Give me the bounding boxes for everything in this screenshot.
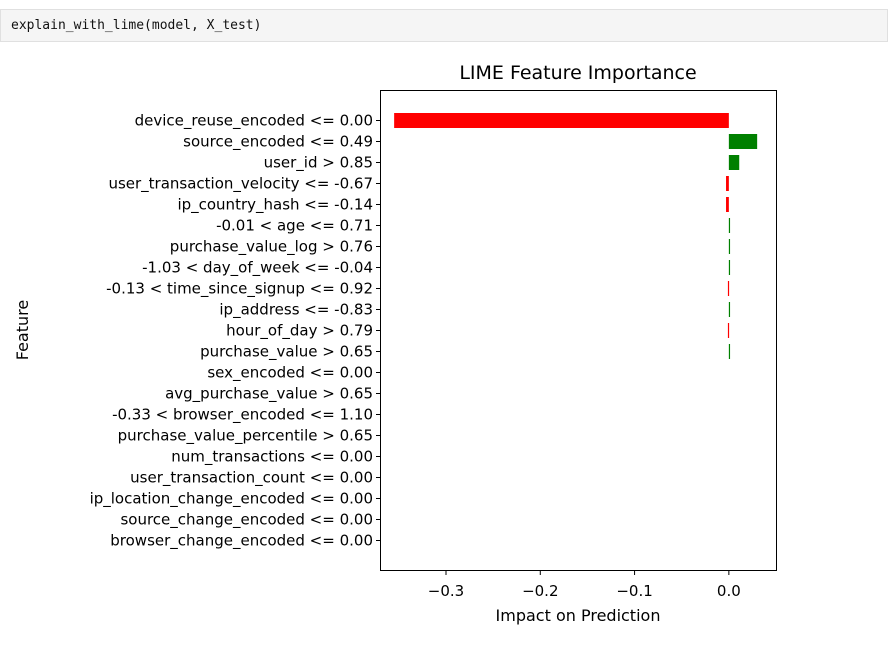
- y-tick-label: -1.03 < day_of_week <= -0.04: [142, 259, 373, 278]
- y-tick-label: ip_country_hash <= -0.14: [177, 196, 373, 215]
- chart-title: LIME Feature Importance: [459, 62, 696, 84]
- bar: [728, 302, 731, 317]
- plot-frame: [380, 90, 777, 571]
- y-tick-label: purchase_value > 0.65: [200, 343, 373, 362]
- y-tick-label: user_transaction_velocity <= -0.67: [108, 175, 373, 194]
- bar: [726, 197, 729, 212]
- y-tick-label: ip_address <= -0.83: [219, 301, 373, 320]
- bar: [726, 176, 729, 191]
- y-tick-label: num_transactions <= 0.00: [171, 448, 373, 467]
- y-tick-label: user_id > 0.85: [264, 154, 373, 173]
- y-tick-label: purchase_value_percentile > 0.65: [118, 427, 373, 446]
- lime-chart: LIME Feature Importance device_reuse_enc…: [13, 62, 777, 625]
- bar: [394, 113, 729, 128]
- y-tick-label: -0.33 < browser_encoded <= 1.10: [112, 406, 373, 425]
- bar: [728, 134, 758, 149]
- bar: [728, 260, 731, 275]
- bar: [728, 239, 731, 254]
- bar: [728, 218, 731, 233]
- code-cell-source[interactable]: explain_with_lime(model, X_test): [11, 18, 262, 33]
- y-tick-label: sex_encoded <= 0.00: [207, 364, 373, 383]
- x-ticks: −0.3 −0.2 −0.1 0.0: [428, 571, 741, 600]
- x-tick-label: −0.1: [616, 582, 652, 600]
- bar: [727, 323, 730, 338]
- y-tick-label: ip_location_change_encoded <= 0.00: [90, 490, 373, 509]
- y-tick-labels: device_reuse_encoded <= 0.00 source_encod…: [90, 112, 380, 551]
- y-tick-label: -0.01 < age <= 0.71: [216, 217, 373, 235]
- bar: [728, 344, 731, 359]
- code-cell[interactable]: explain_with_lime(model, X_test): [0, 9, 888, 42]
- y-tick-label: browser_change_encoded <= 0.00: [110, 532, 373, 551]
- y-tick-label: source_encoded <= 0.49: [183, 133, 373, 152]
- y-axis-label: Feature: [13, 300, 32, 360]
- bar: [727, 281, 730, 296]
- y-tick-label: source_change_encoded <= 0.00: [120, 511, 373, 530]
- y-tick-label: -0.13 < time_since_signup <= 0.92: [106, 280, 373, 299]
- y-tick-label: hour_of_day > 0.79: [226, 322, 373, 341]
- y-tick-label: avg_purchase_value > 0.65: [165, 385, 373, 404]
- cell-output: LIME Feature Importance device_reuse_enc…: [0, 48, 890, 661]
- bars-group: [394, 113, 758, 359]
- x-tick-label: 0.0: [717, 582, 741, 600]
- x-axis-label: Impact on Prediction: [496, 606, 661, 625]
- y-tick-label: user_transaction_count <= 0.00: [130, 469, 373, 488]
- y-tick-label: device_reuse_encoded <= 0.00: [135, 112, 373, 131]
- x-tick-label: −0.3: [428, 582, 464, 600]
- bar: [728, 155, 740, 170]
- y-tick-label: purchase_value_log > 0.76: [170, 238, 373, 257]
- x-tick-label: −0.2: [522, 582, 558, 600]
